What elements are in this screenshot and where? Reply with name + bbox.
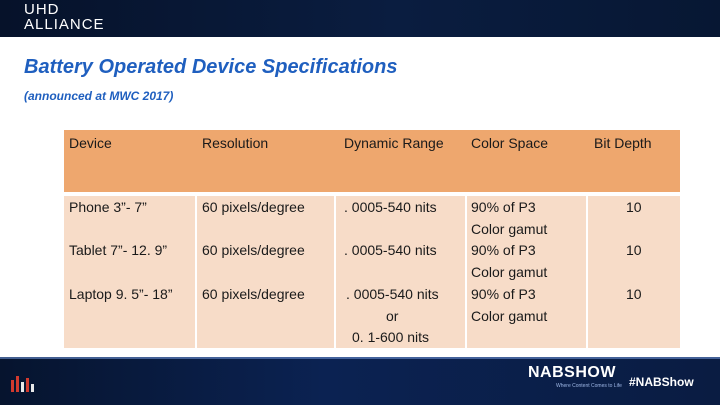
row2-device: Tablet 7”- 12. 9” (69, 242, 168, 258)
row3-dynamic-range-line2: or (386, 308, 399, 324)
row1-device: Phone 3”- 7” (69, 199, 147, 215)
header-resolution: Resolution (202, 135, 269, 151)
header-device: Device (69, 135, 112, 151)
row3-color-space-line1: 90% of P3 (471, 286, 536, 302)
slide-title: Battery Operated Device Specifications (24, 56, 398, 78)
logo-line-1: UHD (24, 1, 60, 18)
table-body: Phone 3”- 7” 60 pixels/degree . 0005-540… (64, 196, 680, 348)
header-color-space: Color Space (471, 135, 549, 151)
row1-bit-depth: 10 (626, 199, 642, 215)
nabshow-tagline: Where Content Comes to Life (556, 383, 622, 389)
header-dynamic-range: Dynamic Range (344, 135, 444, 151)
top-banner (0, 0, 720, 37)
row2-color-space-line1: 90% of P3 (471, 242, 536, 258)
row3-dynamic-range-line3: 0. 1-600 nits (352, 329, 430, 345)
header-bit-depth: Bit Depth (594, 135, 652, 151)
row1-resolution: 60 pixels/degree (202, 199, 305, 215)
row2-color-space-line2: Color gamut (471, 264, 548, 280)
row3-dynamic-range-line1: . 0005-540 nits (346, 286, 439, 302)
row1-color-space-line2: Color gamut (471, 221, 548, 237)
bar-chart-icon (11, 376, 34, 392)
uhd-alliance-logo: UHD ALLIANCE (24, 2, 105, 32)
column-divider (195, 196, 197, 348)
row3-device: Laptop 9. 5”- 18” (69, 286, 173, 302)
nabshow-hashtag: #NABShow (629, 375, 694, 389)
footer-divider (0, 357, 720, 359)
row1-color-space-line1: 90% of P3 (471, 199, 536, 215)
column-divider (586, 196, 588, 348)
row2-bit-depth: 10 (626, 242, 642, 258)
row2-resolution: 60 pixels/degree (202, 242, 305, 258)
slide-subtitle: (announced at MWC 2017) (24, 89, 174, 103)
column-divider (465, 196, 467, 348)
row3-bit-depth: 10 (626, 286, 642, 302)
column-divider (334, 196, 336, 348)
nabshow-logo: NABSHOW (528, 364, 616, 381)
footer-banner (0, 357, 720, 405)
row2-dynamic-range: . 0005-540 nits (344, 242, 437, 258)
table-header-row: Device Resolution Dynamic Range Color Sp… (64, 130, 680, 192)
row3-color-space-line2: Color gamut (471, 308, 548, 324)
row3-resolution: 60 pixels/degree (202, 286, 305, 302)
logo-line-2: ALLIANCE (24, 16, 105, 33)
row1-dynamic-range: . 0005-540 nits (344, 199, 437, 215)
